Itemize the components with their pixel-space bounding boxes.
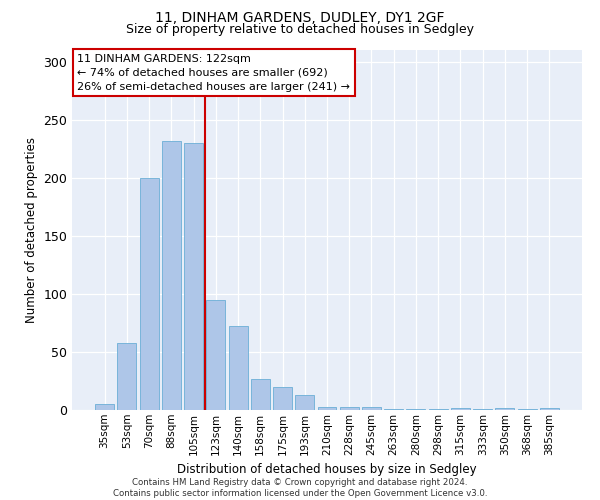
Bar (429, 409, 448, 410)
Text: Size of property relative to detached houses in Sedgley: Size of property relative to detached ho… (126, 22, 474, 36)
Bar (451, 408, 470, 410)
Text: 11 DINHAM GARDENS: 122sqm
← 74% of detached houses are smaller (692)
26% of semi: 11 DINHAM GARDENS: 122sqm ← 74% of detac… (77, 54, 350, 92)
Bar (95, 404, 114, 410)
Bar (496, 408, 514, 410)
Bar (317, 406, 337, 410)
Bar (162, 140, 181, 410)
Bar (229, 326, 248, 410)
Bar (206, 300, 225, 410)
Bar (406, 409, 425, 410)
Bar (362, 406, 381, 410)
Bar (140, 178, 158, 410)
Bar (273, 387, 292, 410)
Y-axis label: Number of detached properties: Number of detached properties (25, 137, 38, 323)
X-axis label: Distribution of detached houses by size in Sedgley: Distribution of detached houses by size … (177, 463, 477, 476)
Bar (384, 409, 403, 410)
Bar (540, 408, 559, 410)
Text: 11, DINHAM GARDENS, DUDLEY, DY1 2GF: 11, DINHAM GARDENS, DUDLEY, DY1 2GF (155, 11, 445, 25)
Text: Contains HM Land Registry data © Crown copyright and database right 2024.
Contai: Contains HM Land Registry data © Crown c… (113, 478, 487, 498)
Bar (118, 342, 136, 410)
Bar (518, 409, 536, 410)
Bar (251, 378, 270, 410)
Bar (295, 395, 314, 410)
Bar (184, 143, 203, 410)
Bar (340, 406, 359, 410)
Bar (473, 409, 492, 410)
